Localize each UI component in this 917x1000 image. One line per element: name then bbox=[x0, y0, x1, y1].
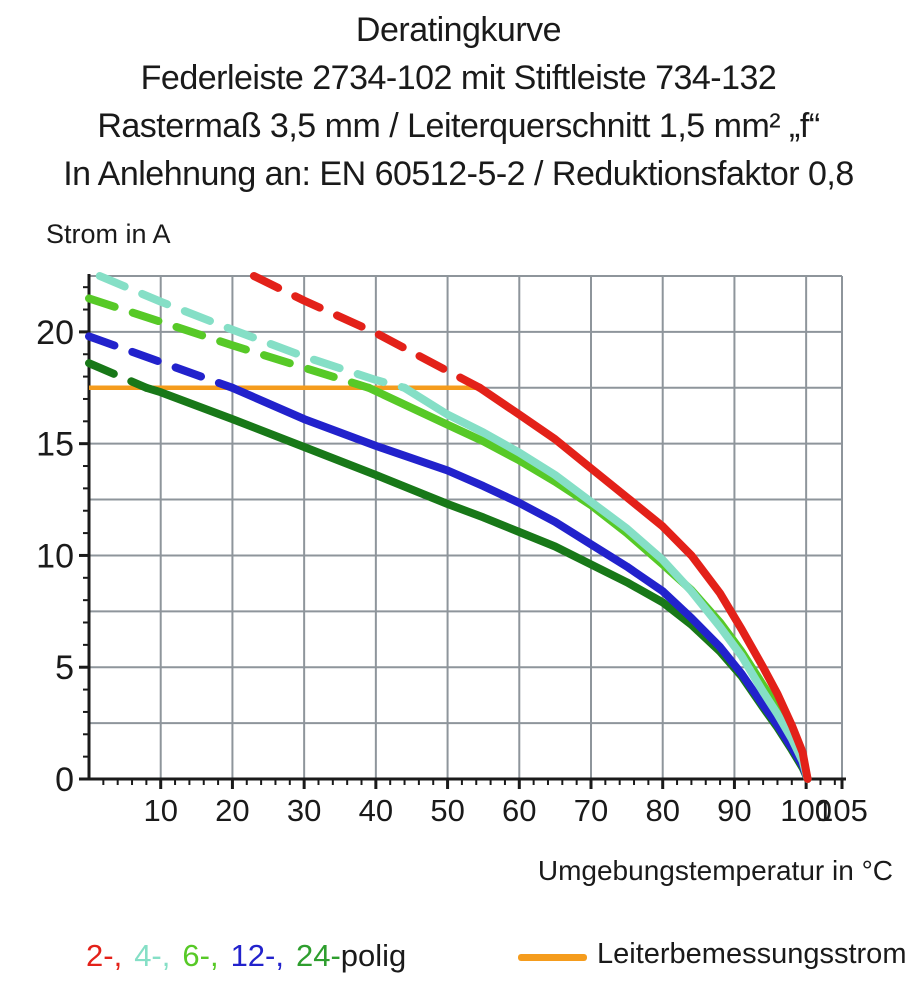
legend-pole-counts: 2-, 4-, 6-, 12-, 24-polig bbox=[86, 938, 406, 974]
x-tick-label: 70 bbox=[574, 793, 608, 828]
curve-solid-12-polig bbox=[228, 383, 812, 783]
x-tick-label: 90 bbox=[717, 793, 751, 828]
curve-dashed-6-polig bbox=[85, 294, 373, 392]
x-tick-label: 20 bbox=[215, 793, 249, 828]
y-tick-label: 10 bbox=[36, 537, 74, 575]
y-tick-label: 0 bbox=[55, 761, 74, 799]
chart-subtitle-products: Federleiste 2734-102 mit Stiftleiste 734… bbox=[140, 59, 777, 97]
x-tick-label: 10 bbox=[143, 793, 177, 828]
x-tick-label: 100 bbox=[780, 793, 832, 828]
series-4-polig bbox=[95, 272, 812, 783]
chart-subtitle-specs: Rastermaß 3,5 mm / Leiterquerschnitt 1,5… bbox=[97, 107, 820, 145]
ticks bbox=[79, 286, 844, 789]
y-tick-label: 20 bbox=[36, 314, 74, 352]
curve-dashed-12-polig bbox=[85, 332, 237, 392]
series-2-polig bbox=[249, 272, 812, 783]
chart-title-block: Deratingkurve Federleiste 2734-102 mit S… bbox=[0, 6, 917, 198]
rated-current-legend-swatch bbox=[518, 954, 587, 961]
curve-dashed-24-polig bbox=[85, 359, 151, 392]
legend-pole-entry: 12-, bbox=[230, 938, 284, 973]
x-tick-label: 40 bbox=[359, 793, 393, 828]
chart-subtitle-standard: In Anlehnung an: EN 60512-5-2 / Reduktio… bbox=[63, 155, 854, 193]
x-tick-label: 30 bbox=[287, 793, 321, 828]
y-tick-label: 5 bbox=[55, 649, 74, 687]
x-axis-label: Umgebungstemperatur in °C bbox=[537, 855, 893, 886]
y-axis-label: Strom in A bbox=[46, 219, 171, 249]
legend-pole-entry: 24- bbox=[295, 938, 341, 973]
axes bbox=[87, 274, 846, 781]
legend-pole-entry: 2-, bbox=[86, 938, 123, 973]
curve-solid-2-polig bbox=[475, 383, 812, 783]
legend-pole-suffix: polig bbox=[340, 938, 407, 973]
legend-pole-entry: 6-, bbox=[182, 938, 219, 973]
chart-title: Deratingkurve bbox=[355, 11, 562, 49]
curve-dashed-4-polig bbox=[95, 272, 409, 392]
curve-solid-4-polig bbox=[400, 383, 812, 783]
x-tick-label: 80 bbox=[645, 793, 679, 828]
x-tick-label: 105 bbox=[816, 793, 868, 828]
curve-dashed-2-polig bbox=[249, 272, 484, 392]
y-tick-label: 15 bbox=[36, 426, 74, 464]
x-tick-label: 60 bbox=[502, 793, 536, 828]
curve-solid-6-polig bbox=[364, 383, 812, 783]
grid bbox=[89, 275, 843, 779]
x-tick-label: 50 bbox=[430, 793, 464, 828]
legend-pole-entry: 4-, bbox=[134, 938, 171, 973]
rated-current-legend-label: Leiterbemessungsstrom bbox=[597, 938, 907, 970]
series-12-polig bbox=[85, 332, 812, 783]
